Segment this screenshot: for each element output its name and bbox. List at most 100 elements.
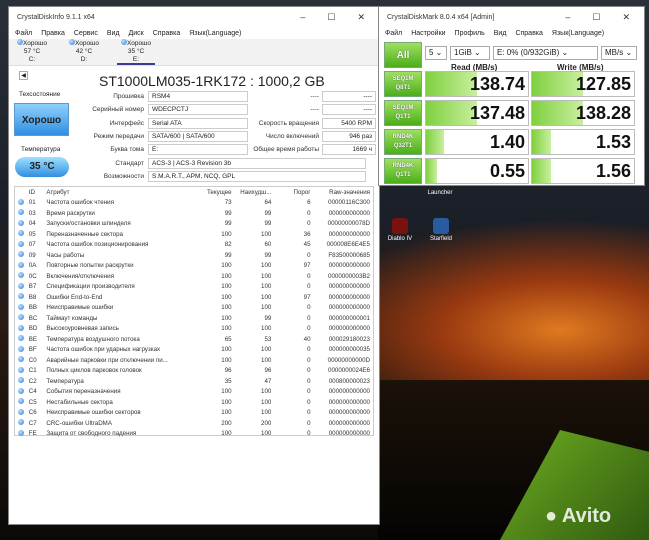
attribute-name: Нестабильные сектора — [46, 398, 113, 406]
column-header[interactable]: Текущее — [206, 188, 232, 196]
table-row[interactable]: B8 Ошибки End-to-End 100 100 97 000000000000 — [15, 292, 373, 303]
write-value: 1.53 — [595, 132, 631, 152]
current-value: 65 — [224, 335, 232, 343]
table-row[interactable]: 03 Время раскрутки 99 99 0 000000000000 — [15, 208, 373, 219]
threshold-value: 0 — [307, 409, 311, 417]
worst-value: 100 — [261, 283, 272, 291]
close-button[interactable]: ✕ — [357, 11, 365, 22]
drive-select[interactable]: E: 0% (0/932GiB) ⌄ — [493, 46, 598, 60]
threshold-value: 0 — [307, 304, 311, 312]
current-value: 100 — [221, 409, 232, 417]
attribute-name: Неисправимые ошибки секторов — [46, 409, 141, 417]
prev-disk-button[interactable]: ◀ — [19, 71, 28, 80]
current-value: 82 — [224, 241, 232, 249]
raw-value: 000000000035 — [328, 346, 370, 354]
current-value: 100 — [221, 230, 232, 238]
column-header[interactable]: Raw-значения — [329, 188, 370, 196]
diablo-icon — [392, 218, 408, 234]
menu-item[interactable]: Вид — [493, 29, 507, 37]
threshold-value: 0 — [307, 346, 311, 354]
drive-tab[interactable]: Хорошо 42 °C D: — [65, 39, 103, 65]
close-button[interactable]: ✕ — [622, 11, 630, 22]
field-value: 946 раз — [322, 130, 376, 142]
drive-tab[interactable]: Хорошо 35 °C E: — [117, 39, 155, 65]
table-row[interactable]: 07 Частота ошибок позиционирования 82 60 45 0… — [15, 240, 373, 251]
table-row[interactable]: 05 Переназначенные сектора 100 100 36 0000000… — [15, 229, 373, 240]
field-label: Общее время работы — [253, 146, 319, 154]
table-row[interactable]: BE Температура воздушного потока 65 53 40 000… — [15, 334, 373, 345]
table-row[interactable]: BC Таймаут команды 100 99 0 000000000001 — [15, 313, 373, 324]
table-row[interactable]: FE Защита от свободного падения 100 100 0 000… — [15, 429, 373, 440]
table-row[interactable]: 0A Повторные попытки раскрутки 100 100 97 000… — [15, 261, 373, 272]
table-row[interactable]: 09 Часы работы 99 99 0 F83500000685 — [15, 250, 373, 261]
status-dot-icon — [69, 39, 76, 45]
unit-select[interactable]: MB/s ⌄ — [601, 46, 637, 60]
attribute-name: Неисправимые ошибки — [46, 304, 114, 312]
menu-item[interactable]: Сервис — [73, 29, 98, 37]
test-button[interactable]: RND4K Q32T1 — [384, 129, 422, 155]
table-row[interactable]: BB Неисправимые ошибки 100 100 0 000000000000 — [15, 303, 373, 314]
column-header[interactable]: Атрибут — [46, 188, 70, 196]
table-row[interactable]: 04 Запуски/остановки шпинделя 99 99 0 0000000… — [15, 219, 373, 230]
menu-item[interactable]: Настройки — [411, 29, 446, 37]
table-row[interactable]: BD Высокоуровневая запись 100 100 0 000000000… — [15, 324, 373, 335]
field-value: E: — [148, 144, 248, 156]
test-button[interactable]: SEQ1M Q1T1 — [384, 100, 422, 126]
menu-item[interactable]: Диск — [128, 29, 144, 37]
desktop-icon-starfield[interactable]: Starfield — [421, 218, 461, 242]
table-row[interactable]: C5 Нестабильные сектора 100 100 0 00000000000… — [15, 397, 373, 408]
field-label: Стандарт — [115, 159, 144, 167]
write-bar — [532, 72, 583, 96]
table-row[interactable]: C1 Полных циклов парковок головок 96 96 0 000… — [15, 366, 373, 377]
table-row[interactable]: C7 CRC-ошибки UltraDMA 200 200 0 000000000000 — [15, 418, 373, 429]
threshold-value: 0 — [307, 388, 311, 396]
minimize-button[interactable]: – — [300, 11, 306, 22]
drive-temp: 35 °C — [127, 48, 145, 55]
menu-item[interactable]: Файл — [15, 29, 33, 37]
table-row[interactable]: 0C Включения/отключения 100 100 0 0000000003B… — [15, 271, 373, 282]
column-header[interactable]: ID — [28, 188, 35, 196]
table-row[interactable]: C2 Температура 35 47 0 000800000023 — [15, 376, 373, 387]
attribute-name: Ошибки End-to-End — [46, 293, 103, 301]
attribute-name: Переназначенные сектора — [46, 230, 123, 238]
maximize-button[interactable]: ☐ — [592, 11, 601, 22]
raw-value: 000000000000 — [328, 430, 370, 438]
attribute-name: Спецификации производителя — [46, 283, 135, 291]
menu-item[interactable]: Правка — [41, 29, 65, 37]
column-header[interactable]: Наихудш... — [240, 188, 272, 196]
raw-value: 000000000000 — [328, 419, 370, 427]
test-button[interactable]: SEQ1M Q8T1 — [384, 71, 422, 97]
run-all-button[interactable]: All — [384, 42, 422, 68]
table-row[interactable]: C0 Аварийные парковки при отключении пи..… — [15, 355, 373, 366]
menu-item[interactable]: Профиль — [454, 29, 485, 37]
maximize-button[interactable]: ☐ — [327, 11, 336, 22]
table-row[interactable]: C6 Неисправимые ошибки секторов 100 100 0 000… — [15, 408, 373, 419]
field-label: ---- — [310, 93, 319, 100]
menu-item[interactable]: Файл — [385, 29, 403, 37]
current-value: 100 — [221, 356, 232, 364]
raw-value: 000800000023 — [328, 377, 370, 385]
table-row[interactable]: C4 События переназначения 100 100 0 000000000… — [15, 387, 373, 398]
worst-value: 100 — [261, 293, 272, 301]
menu-item[interactable]: Вид — [106, 29, 120, 37]
menu-item[interactable]: Справка — [515, 29, 543, 37]
test-button[interactable]: RND4K Q1T1 — [384, 158, 422, 184]
worst-value: 100 — [261, 262, 272, 270]
table-row[interactable]: 01 Частота ошибок чтения 73 64 6 00000116C300 — [15, 198, 373, 209]
column-header[interactable]: Порог — [293, 188, 311, 196]
desktop-icon-diablo[interactable]: Diablo IV — [380, 218, 420, 242]
desktop-icon-launcher[interactable]: Launcher — [420, 190, 460, 196]
menu-item[interactable]: Язык(Language) — [189, 29, 242, 37]
field-value: SATA/600 | SATA/600 — [148, 130, 248, 142]
size-select[interactable]: 1GiB ⌄ — [450, 46, 490, 60]
health-status-button[interactable]: Хорошо — [14, 103, 69, 136]
menu-item[interactable]: Справка — [152, 29, 181, 37]
threshold-value: 0 — [307, 398, 311, 406]
drive-tab[interactable]: Хорошо 57 °C C: — [13, 39, 51, 65]
minimize-button[interactable]: – — [565, 11, 571, 22]
menu-item[interactable]: Язык(Language) — [551, 29, 605, 37]
table-row[interactable]: B7 Спецификации производителя 100 100 0 00000… — [15, 282, 373, 293]
count-select[interactable]: 5 ⌄ — [425, 46, 447, 60]
attribute-name: Аварийные парковки при отключении пи... — [46, 356, 168, 364]
table-row[interactable]: BF Частота ошибок при ударных нагрузках 10… — [15, 345, 373, 356]
